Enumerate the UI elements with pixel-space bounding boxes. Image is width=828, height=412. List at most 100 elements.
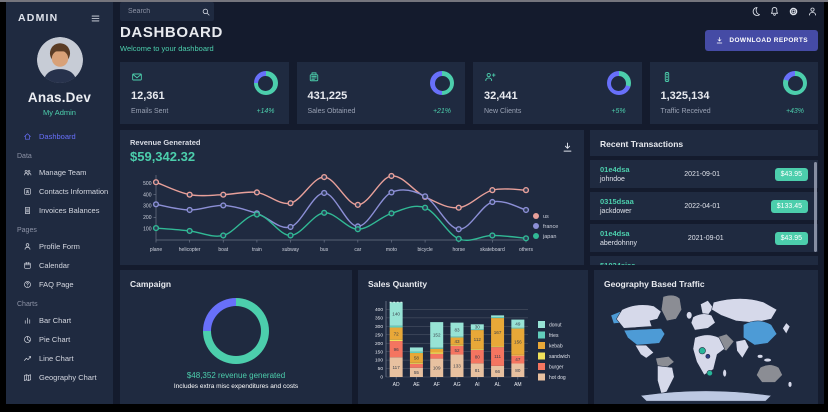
stat-value: 12,361 xyxy=(131,89,165,102)
transaction-user: aberdohnny xyxy=(600,240,637,247)
stat-card-traffic-received: 1,325,134 Traffic Received +43% xyxy=(649,62,818,124)
svg-text:300: 300 xyxy=(143,204,152,210)
svg-text:train: train xyxy=(252,247,262,253)
svg-text:83: 83 xyxy=(454,327,460,332)
svg-text:50: 50 xyxy=(378,366,384,372)
svg-text:skateboard: skateboard xyxy=(480,247,505,253)
stat-delta: +21% xyxy=(432,108,452,115)
sidebar-item-dashboard[interactable]: Dashboard xyxy=(6,127,113,146)
svg-text:43: 43 xyxy=(454,339,460,344)
transaction-row: 0315dsaa jackdower 2022-04-01 $133.45 xyxy=(590,192,818,224)
page-header: DASHBOARD Welcome to your dashboard DOWN… xyxy=(120,24,818,53)
sales-quantity-title: Sales Quantity xyxy=(368,279,428,289)
recent-transactions-panel: Recent Transactions 01e4dsa johndoe 2021-0… xyxy=(590,130,818,265)
contacts-icon xyxy=(23,187,32,196)
svg-text:30: 30 xyxy=(475,325,481,330)
transaction-id: 01e4dsa xyxy=(600,229,630,238)
transactions-title: Recent Transactions xyxy=(590,130,818,160)
calendar-icon xyxy=(23,261,32,270)
progress-circle xyxy=(253,71,278,95)
topbar xyxy=(120,2,818,21)
bar-icon xyxy=(23,316,32,325)
sidebar-item-profile-form[interactable]: Profile Form xyxy=(6,237,113,256)
sidebar-item-bar-chart[interactable]: Bar Chart xyxy=(6,311,113,330)
sidebar-item-contacts-information[interactable]: Contacts Information xyxy=(6,182,113,201)
svg-text:117: 117 xyxy=(392,365,400,370)
hamburger-menu-button[interactable] xyxy=(90,13,101,24)
transaction-id: 01e4dsa xyxy=(600,165,630,174)
svg-text:66: 66 xyxy=(495,369,501,374)
stat-value: 1,325,134 xyxy=(660,89,710,102)
sidebar-item-calendar[interactable]: Calendar xyxy=(6,256,113,275)
sidebar-item-invoices-balances[interactable]: Invoices Balances xyxy=(6,201,113,220)
main-content: DASHBOARD Welcome to your dashboard DOWN… xyxy=(113,2,824,404)
svg-text:burger: burger xyxy=(549,365,564,371)
svg-text:55: 55 xyxy=(414,370,420,375)
sidebar-item-manage-team[interactable]: Manage Team xyxy=(6,163,113,182)
svg-text:80: 80 xyxy=(475,354,481,359)
svg-text:AF: AF xyxy=(434,382,440,388)
svg-text:AD: AD xyxy=(393,382,400,388)
world-map xyxy=(610,294,793,402)
gear-icon xyxy=(788,6,799,17)
svg-text:moto: moto xyxy=(386,247,397,253)
svg-text:AG: AG xyxy=(453,382,460,388)
transaction-id: 51034siaa xyxy=(600,261,635,265)
svg-text:AE: AE xyxy=(413,382,420,388)
svg-text:others: others xyxy=(519,247,533,253)
svg-text:hot dog: hot dog xyxy=(549,375,566,381)
revenue-amount: $59,342.32 xyxy=(130,149,196,164)
svg-text:bicycle: bicycle xyxy=(417,247,433,253)
search-input[interactable] xyxy=(126,7,201,16)
sidebar-item-pie-chart[interactable]: Pie Chart xyxy=(6,330,113,349)
svg-text:AM: AM xyxy=(514,382,522,388)
sidebar-section-charts: Charts xyxy=(17,301,38,308)
pos-icon xyxy=(308,71,320,83)
transaction-row: 01e4dsa johndoe 2021-09-01 $43.95 xyxy=(590,160,818,192)
search-button[interactable] xyxy=(201,7,211,17)
download-icon xyxy=(715,36,724,45)
svg-text:300: 300 xyxy=(375,324,383,330)
stats-row: 12,361 Emails Sent +14% 431,225 Sales Obtain… xyxy=(120,62,818,124)
linechart-icon xyxy=(23,354,32,363)
stat-card-sales-obtained: 431,225 Sales Obtained +21% xyxy=(296,62,465,124)
stat-value: 32,441 xyxy=(484,89,518,102)
svg-text:96: 96 xyxy=(394,347,400,352)
svg-text:80: 80 xyxy=(515,368,521,373)
window-top-edge xyxy=(0,0,828,2)
sales-quantity-panel: Sales Quantity 0 50 100 150 200 250 300 350 400 1… xyxy=(358,270,588,404)
gear-button[interactable] xyxy=(788,6,799,17)
svg-text:kebab: kebab xyxy=(549,344,563,350)
revenue-download-button[interactable] xyxy=(561,141,574,154)
svg-text:donut: donut xyxy=(549,323,562,329)
topbar-icons xyxy=(750,6,818,17)
sidebar-item-label: Profile Form xyxy=(39,242,80,251)
revenue-title: Revenue Generated xyxy=(130,138,201,147)
bell-button[interactable] xyxy=(769,6,780,17)
svg-text:72: 72 xyxy=(394,331,400,336)
page-subtitle: Welcome to your dashboard xyxy=(120,44,214,53)
stat-value: 431,225 xyxy=(307,89,348,102)
svg-text:car: car xyxy=(354,247,361,253)
sidebar-item-label: Geography Chart xyxy=(39,373,97,382)
download-reports-button[interactable]: DOWNLOAD REPORTS xyxy=(705,30,818,51)
user-name: Anas.Dev xyxy=(27,90,92,105)
sidebar-item-geography-chart[interactable]: Geography Chart xyxy=(6,368,113,387)
person-button[interactable] xyxy=(807,6,818,17)
sidebar: ADMIN Anas.Dev My Admin Dashboard Data Man… xyxy=(6,2,113,404)
moon-button[interactable] xyxy=(750,6,761,17)
svg-text:200: 200 xyxy=(143,215,152,221)
svg-text:400: 400 xyxy=(143,192,152,198)
help-icon xyxy=(23,280,32,289)
svg-text:france: france xyxy=(543,224,558,230)
transaction-id: 0315dsaa xyxy=(600,197,634,206)
svg-text:AI: AI xyxy=(475,382,480,388)
svg-text:100: 100 xyxy=(143,226,152,232)
sidebar-item-faq-page[interactable]: FAQ Page xyxy=(6,275,113,294)
transaction-date: 2022-04-01 xyxy=(684,202,721,210)
sidebar-item-line-chart[interactable]: Line Chart xyxy=(6,349,113,368)
revenue-panel: Revenue Generated $59,342.32 100 200 300 40… xyxy=(120,130,584,265)
svg-text:sandwich: sandwich xyxy=(549,354,570,360)
scrollbar[interactable] xyxy=(814,162,817,252)
sidebar-nav: Dashboard Data Manage Team Contacts Informa… xyxy=(6,127,113,387)
